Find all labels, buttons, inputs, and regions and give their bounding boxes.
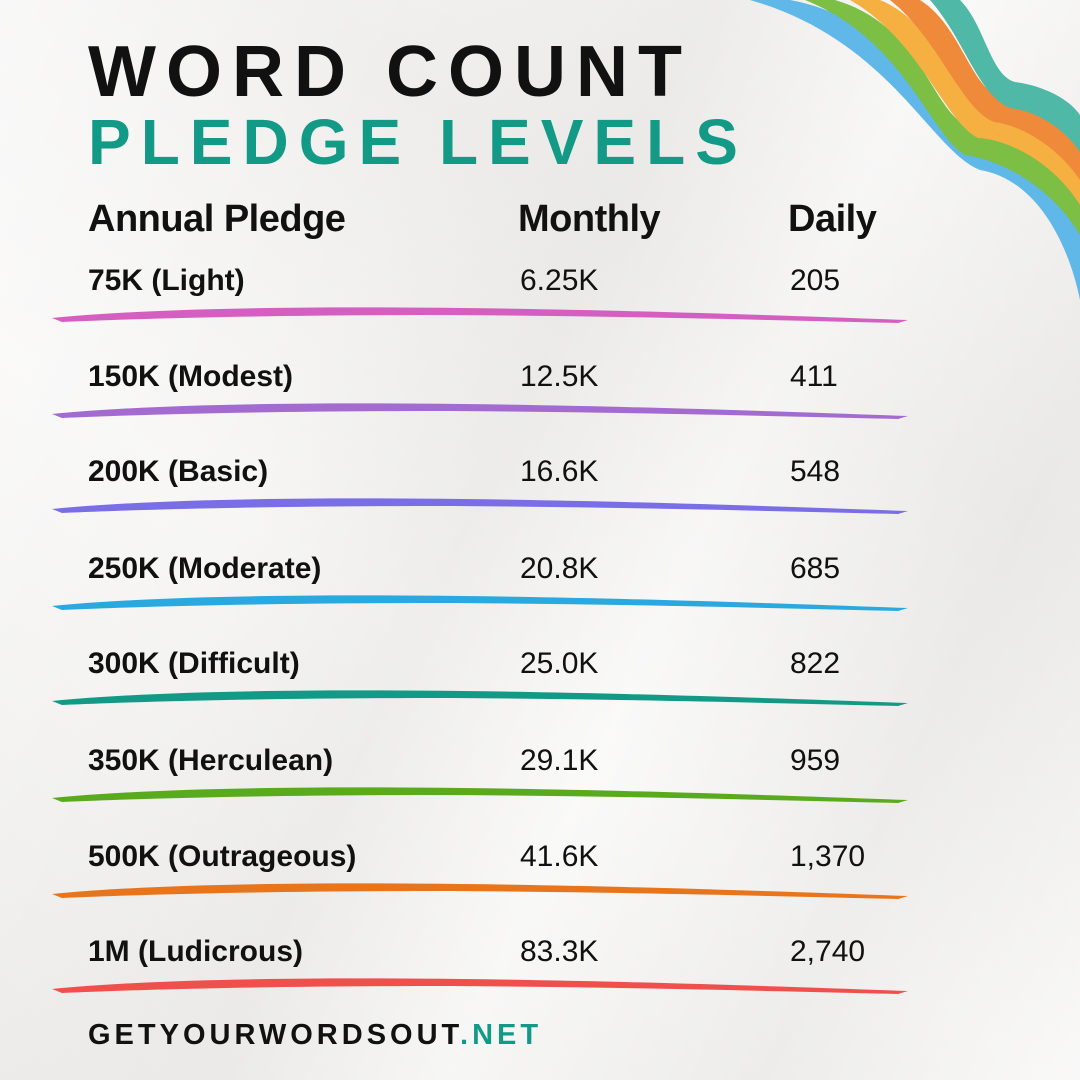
table-row: 250K (Moderate) 20.8K 685 — [0, 552, 1080, 648]
monthly-value: 6.25K — [520, 264, 599, 297]
rainbow-band-orange — [890, 0, 1080, 180]
monthly-value: 41.6K — [520, 840, 599, 873]
monthly-value: 25.0K — [520, 647, 599, 680]
daily-value: 411 — [790, 360, 838, 393]
title-pledge-levels: PLEDGE LEVELS — [88, 106, 748, 178]
pledge-name: 300K (Difficult) — [88, 647, 300, 680]
brush-stroke — [52, 787, 908, 803]
brush-stroke-path — [52, 595, 908, 611]
brush-stroke-path — [52, 883, 908, 899]
pledge-name: 500K (Outrageous) — [88, 840, 357, 873]
table-row: 350K (Herculean) 29.1K 959 — [0, 744, 1080, 840]
rainbow-band-teal — [930, 0, 1080, 152]
daily-value: 959 — [790, 744, 841, 777]
pledge-name: 1M (Ludicrous) — [88, 935, 303, 968]
table-row: 300K (Difficult) 25.0K 822 — [0, 647, 1080, 743]
brush-stroke-path — [52, 787, 908, 803]
footer-website: GETYOURWORDSOUT.NET — [88, 1019, 542, 1052]
pledge-name: 350K (Herculean) — [88, 744, 334, 777]
table-row: 200K (Basic) 16.6K 548 — [0, 455, 1080, 551]
header-monthly: Monthly — [518, 198, 661, 240]
daily-value: 2,740 — [790, 935, 866, 968]
brush-stroke — [52, 690, 908, 706]
brush-stroke — [52, 595, 908, 611]
daily-value: 205 — [790, 264, 841, 297]
rainbow-band-yellow — [850, 0, 1080, 205]
pledge-name: 75K (Light) — [88, 264, 245, 297]
brush-stroke-path — [52, 690, 908, 706]
footer-domain: GETYOURWORDSOUT — [88, 1019, 461, 1051]
brush-stroke-path — [52, 403, 908, 419]
rainbow-decoration — [750, 0, 1080, 300]
pledge-name: 150K (Modest) — [88, 360, 294, 393]
rainbow-band-green — [805, 0, 1080, 235]
daily-value: 1,370 — [790, 840, 866, 873]
title-word-count: WORD COUNT — [88, 32, 692, 112]
daily-value: 685 — [790, 552, 841, 585]
brush-stroke — [52, 978, 908, 994]
daily-value: 822 — [790, 647, 841, 680]
pledge-name: 250K (Moderate) — [88, 552, 322, 585]
table-row: 500K (Outrageous) 41.6K 1,370 — [0, 840, 1080, 936]
header-annual-pledge: Annual Pledge — [88, 198, 346, 240]
footer-tld: .NET — [460, 1019, 543, 1051]
monthly-value: 12.5K — [520, 360, 599, 393]
brush-stroke — [52, 403, 908, 419]
header-daily: Daily — [788, 198, 877, 240]
brush-stroke — [52, 498, 908, 514]
table-row: 75K (Light) 6.25K 205 — [0, 264, 1080, 360]
monthly-value: 83.3K — [520, 935, 599, 968]
table-row: 1M (Ludicrous) 83.3K 2,740 — [0, 935, 1080, 1031]
brush-stroke-path — [52, 978, 908, 994]
monthly-value: 16.6K — [520, 455, 599, 488]
table-row: 150K (Modest) 12.5K 411 — [0, 360, 1080, 456]
pledge-name: 200K (Basic) — [88, 455, 269, 488]
brush-stroke-path — [52, 307, 908, 323]
daily-value: 548 — [790, 455, 841, 488]
monthly-value: 29.1K — [520, 744, 599, 777]
brush-stroke — [52, 883, 908, 899]
brush-stroke — [52, 307, 908, 323]
brush-stroke-path — [52, 498, 908, 514]
monthly-value: 20.8K — [520, 552, 599, 585]
